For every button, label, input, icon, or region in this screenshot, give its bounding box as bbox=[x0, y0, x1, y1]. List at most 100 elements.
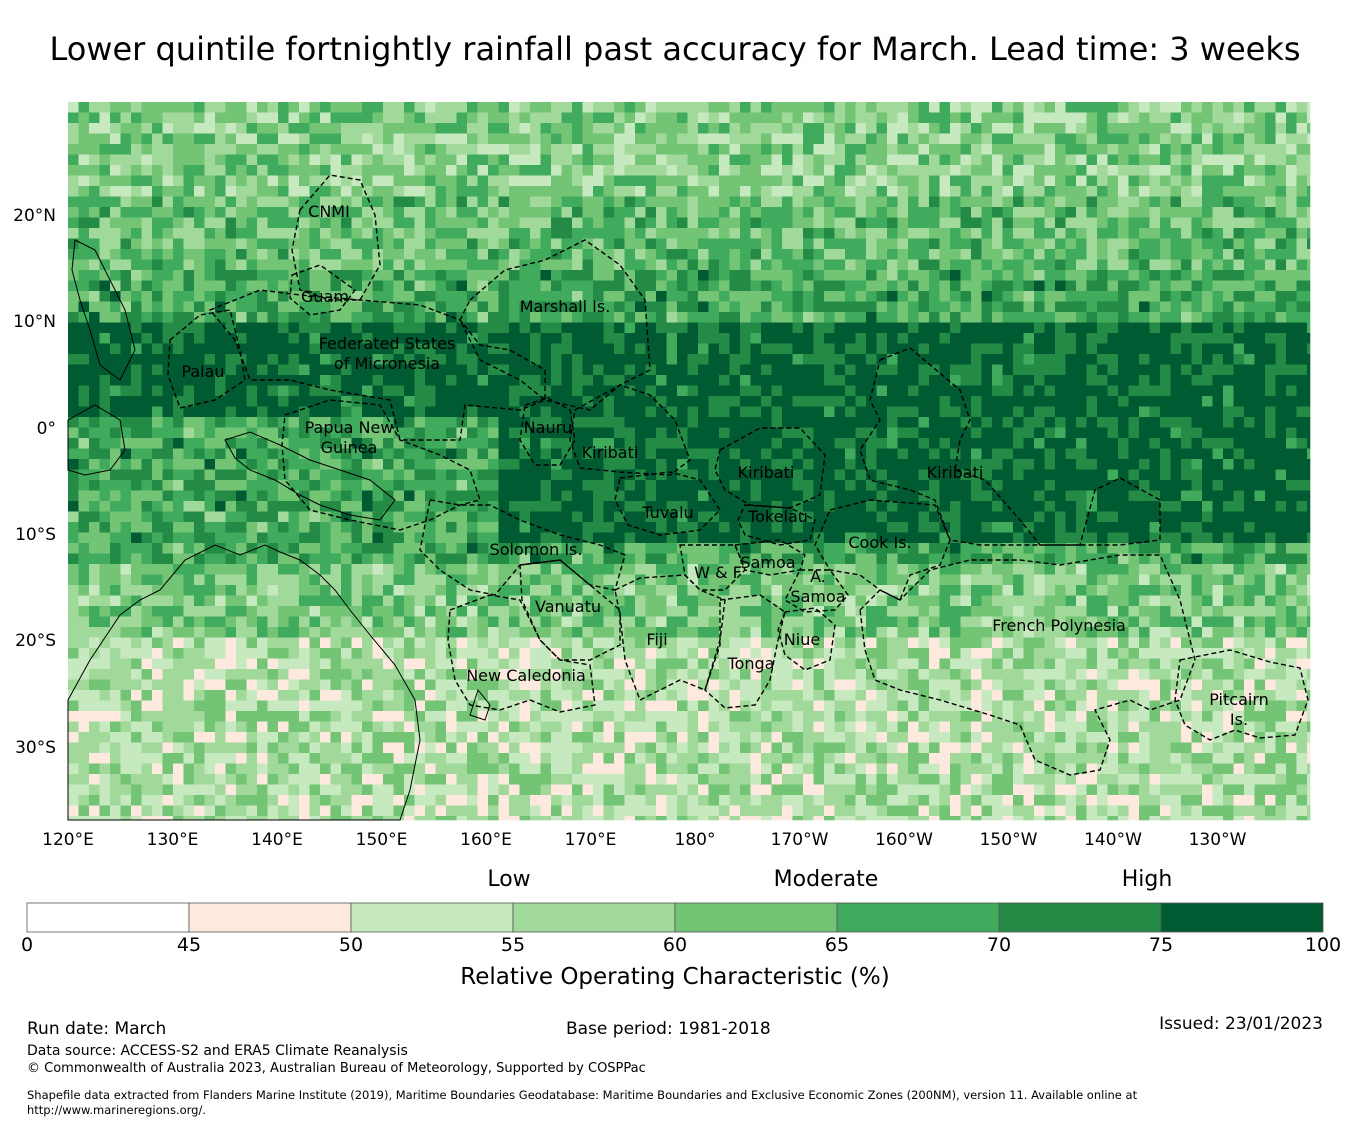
roc-cell bbox=[278, 522, 289, 533]
roc-cell bbox=[1086, 186, 1098, 197]
roc-cell bbox=[1202, 186, 1213, 197]
roc-cell bbox=[78, 312, 90, 323]
roc-cell bbox=[236, 480, 247, 491]
roc-cell bbox=[341, 375, 352, 386]
roc-cell bbox=[519, 175, 531, 187]
roc-cell bbox=[876, 511, 888, 523]
roc-cell bbox=[593, 154, 604, 166]
roc-cell bbox=[1076, 312, 1087, 323]
roc-cell bbox=[1128, 354, 1140, 365]
roc-cell bbox=[120, 501, 132, 512]
roc-cell bbox=[803, 207, 814, 218]
roc-cell bbox=[1055, 469, 1066, 481]
roc-cell bbox=[918, 228, 930, 239]
roc-cell bbox=[1013, 280, 1024, 292]
roc-cell bbox=[320, 228, 331, 239]
roc-cell bbox=[341, 238, 352, 250]
roc-cell bbox=[89, 490, 100, 502]
roc-cell bbox=[656, 196, 667, 208]
roc-cell bbox=[257, 144, 268, 155]
roc-cell bbox=[1233, 291, 1245, 302]
roc-cell bbox=[687, 175, 699, 187]
roc-cell bbox=[1244, 469, 1255, 481]
roc-cell bbox=[1023, 175, 1035, 187]
roc-cell bbox=[929, 280, 940, 292]
roc-cell bbox=[572, 322, 583, 334]
roc-cell bbox=[162, 480, 174, 491]
roc-cell bbox=[435, 207, 447, 218]
roc-cell bbox=[194, 207, 205, 218]
roc-cell bbox=[330, 490, 342, 502]
roc-cell bbox=[225, 396, 237, 407]
roc-cell bbox=[467, 480, 478, 491]
roc-cell bbox=[824, 165, 835, 176]
roc-cell bbox=[204, 186, 216, 197]
roc-cell bbox=[1128, 175, 1140, 187]
roc-cell bbox=[362, 438, 373, 449]
roc-cell bbox=[677, 154, 688, 166]
roc-cell bbox=[509, 228, 520, 239]
roc-cell bbox=[918, 490, 930, 502]
roc-cell bbox=[236, 112, 247, 124]
roc-cell bbox=[246, 165, 258, 176]
roc-cell bbox=[687, 480, 699, 491]
roc-cell bbox=[110, 186, 121, 197]
roc-cell bbox=[393, 112, 405, 124]
roc-cell bbox=[572, 522, 583, 533]
roc-cell bbox=[1055, 175, 1066, 187]
roc-cell bbox=[572, 354, 583, 365]
roc-cell bbox=[782, 154, 793, 166]
roc-cell bbox=[750, 469, 762, 481]
roc-cell bbox=[110, 196, 121, 208]
roc-cell bbox=[771, 385, 783, 397]
roc-cell bbox=[614, 144, 625, 155]
roc-cell bbox=[614, 186, 625, 197]
roc-cell bbox=[824, 490, 835, 502]
roc-cell bbox=[708, 364, 720, 376]
roc-cell bbox=[519, 291, 531, 302]
roc-cell bbox=[1244, 102, 1255, 113]
roc-cell bbox=[509, 417, 520, 428]
roc-cell bbox=[708, 480, 720, 491]
roc-cell bbox=[215, 144, 226, 155]
roc-cell bbox=[677, 238, 688, 250]
roc-cell bbox=[992, 133, 1003, 145]
roc-cell bbox=[855, 364, 867, 376]
roc-cell bbox=[1307, 144, 1311, 155]
roc-cell bbox=[1202, 228, 1213, 239]
roc-cell bbox=[624, 175, 636, 187]
roc-cell bbox=[383, 238, 394, 250]
roc-cell bbox=[456, 217, 468, 229]
roc-cell bbox=[950, 196, 961, 208]
roc-cell bbox=[99, 186, 111, 197]
roc-cell bbox=[834, 270, 846, 281]
roc-cell bbox=[603, 438, 615, 449]
roc-cell bbox=[708, 154, 720, 166]
roc-cell bbox=[509, 406, 520, 418]
roc-cell bbox=[939, 270, 951, 281]
roc-cell bbox=[78, 175, 90, 187]
roc-cell bbox=[246, 532, 258, 544]
roc-cell bbox=[960, 291, 972, 302]
roc-cell bbox=[68, 312, 79, 323]
roc-cell bbox=[677, 396, 688, 407]
roc-cell bbox=[624, 291, 636, 302]
roc-cell bbox=[992, 259, 1003, 271]
roc-cell bbox=[225, 112, 237, 124]
roc-cell bbox=[1149, 238, 1161, 250]
roc-cell bbox=[204, 175, 216, 187]
roc-cell bbox=[1275, 154, 1287, 166]
roc-cell bbox=[782, 133, 793, 145]
roc-cell bbox=[89, 238, 100, 250]
roc-cell bbox=[729, 385, 741, 397]
roc-cell bbox=[509, 102, 520, 113]
roc-cell bbox=[1065, 417, 1077, 428]
roc-cell bbox=[729, 480, 741, 491]
roc-cell bbox=[215, 469, 226, 481]
roc-cell bbox=[477, 406, 489, 418]
roc-cell bbox=[267, 270, 279, 281]
roc-cell bbox=[635, 532, 646, 544]
roc-cell bbox=[960, 280, 972, 292]
roc-cell bbox=[1002, 175, 1014, 187]
roc-cell bbox=[78, 396, 90, 407]
